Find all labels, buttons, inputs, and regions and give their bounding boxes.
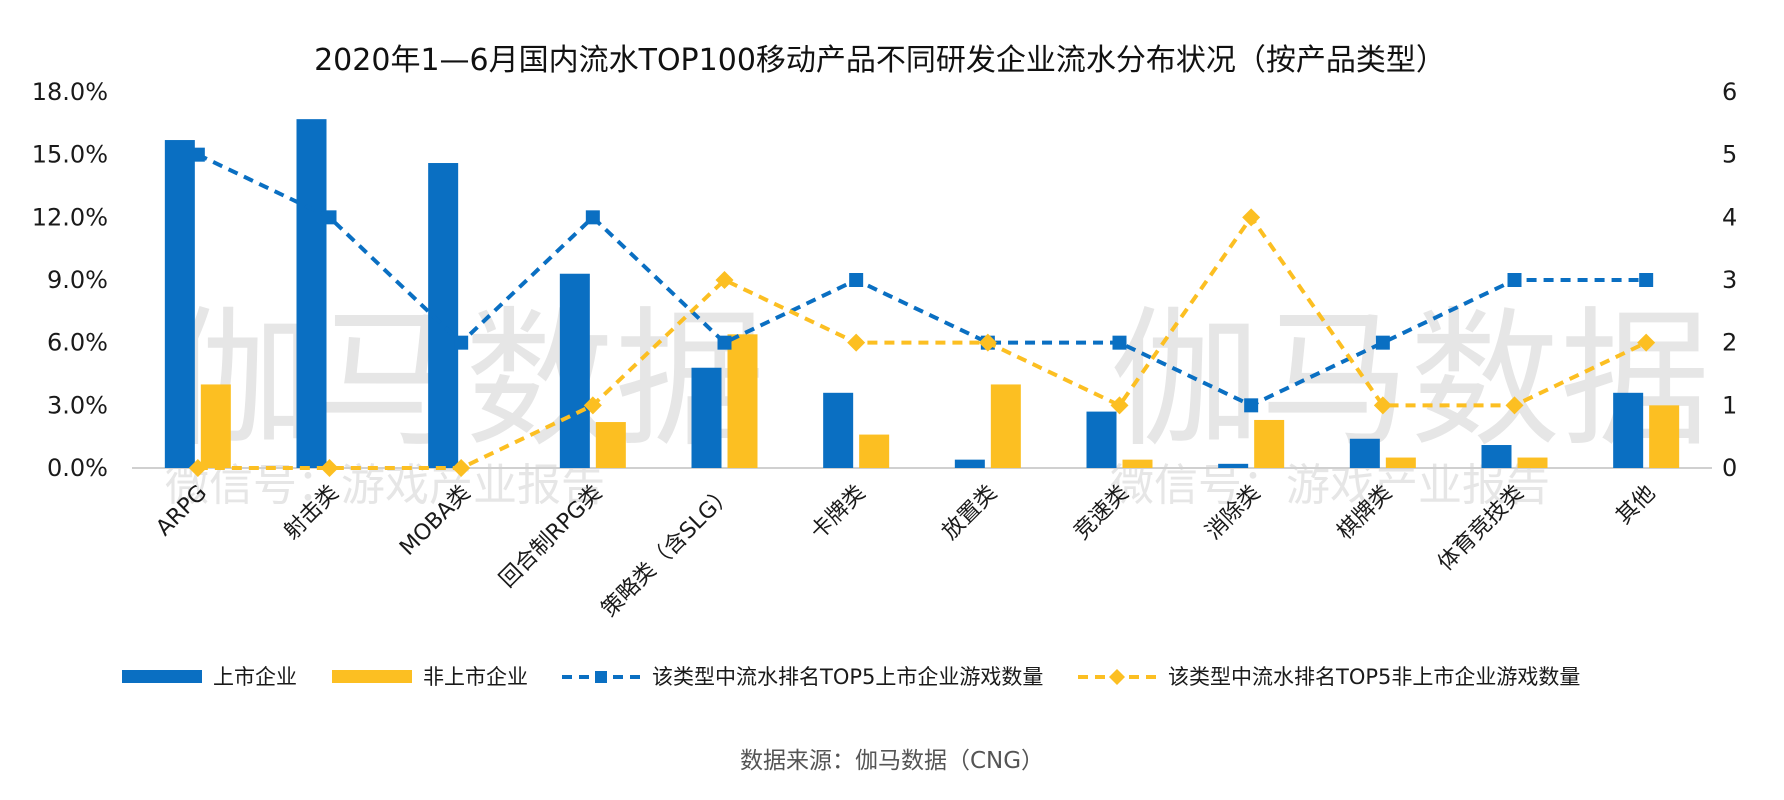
marker-unlisted-top5 <box>1373 396 1392 415</box>
marker-listed-top5 <box>717 335 732 350</box>
marker-unlisted-top5 <box>452 459 471 477</box>
marker-unlisted-top5 <box>583 396 602 415</box>
bar-listed <box>1218 463 1249 468</box>
legend-label-listed-top5: 该类型中流水排名TOP5上市企业游戏数量 <box>652 665 1043 689</box>
bar-listed <box>428 163 459 468</box>
y-right-tick-label: 1 <box>1722 391 1737 419</box>
bar-unlisted <box>859 434 890 468</box>
y-right-tick-label: 4 <box>1722 203 1737 231</box>
marker-unlisted-top5 <box>188 459 207 477</box>
y-left-tick-label: 6.0% <box>47 329 108 357</box>
marker-listed-top5 <box>1507 273 1522 287</box>
bar-listed <box>559 273 590 468</box>
bar-listed <box>296 119 327 469</box>
y-left-tick-label: 15.0% <box>32 141 108 169</box>
bar-listed <box>1613 392 1644 468</box>
marker-unlisted-top5 <box>715 271 734 289</box>
marker-unlisted-top5 <box>320 459 339 477</box>
bar-listed <box>954 459 985 468</box>
bar-unlisted <box>727 334 758 468</box>
y-right-tick-label: 2 <box>1722 329 1737 357</box>
bar-listed <box>1481 445 1512 468</box>
marker-listed-top5 <box>454 335 469 350</box>
bar-listed <box>691 367 722 468</box>
bar-listed <box>1086 411 1117 468</box>
y-right-tick-label: 5 <box>1722 141 1737 169</box>
legend-swatch-unlisted <box>332 670 412 683</box>
source-note: 数据来源：伽马数据（CNG） <box>740 748 1044 774</box>
lines <box>188 147 1656 477</box>
line-listed-top5 <box>196 152 1647 408</box>
marker-unlisted-top5 <box>847 333 866 352</box>
chart-title: 2020年1—6月国内流水TOP100移动产品不同研发企业流水分布状况（按产品类… <box>314 43 1446 78</box>
y-right-tick-label: 6 <box>1722 78 1737 106</box>
y-right-tick-label: 3 <box>1722 266 1737 294</box>
marker-listed-top5 <box>585 210 600 225</box>
x-tick-label: 策略类（含SLG） <box>597 481 739 623</box>
line-unlisted-top5 <box>197 213 1648 470</box>
watermark: 伽马数据 伽马数据 微信号：游戏产业报告 微信号：游戏产业报告 <box>165 294 1710 511</box>
legend-label-listed: 上市企业 <box>213 665 297 689</box>
marker-unlisted-top5 <box>1242 208 1261 227</box>
legend-label-unlisted: 非上市企业 <box>423 665 528 689</box>
watermark-main-left: 伽马数据 <box>165 294 765 468</box>
marker-unlisted-top5 <box>1110 396 1129 415</box>
marker-listed-top5 <box>1112 335 1127 350</box>
bar-unlisted <box>990 384 1021 468</box>
marker-listed-top5 <box>1375 335 1390 350</box>
legend-marker-square <box>595 671 607 683</box>
legend-marker-diamond <box>1109 669 1125 685</box>
x-tick-label: 放置类 <box>938 481 1002 545</box>
y-left-tick-label: 12.0% <box>32 203 108 231</box>
marker-listed-top5 <box>1639 273 1654 287</box>
bar-unlisted <box>200 384 231 468</box>
marker-unlisted-top5 <box>978 333 997 352</box>
marker-unlisted-top5 <box>1505 396 1524 415</box>
bar-listed <box>1349 438 1380 468</box>
bar-unlisted <box>1517 457 1548 468</box>
y-left-tick-label: 9.0% <box>47 266 108 294</box>
bar-unlisted <box>1122 459 1153 468</box>
bar-unlisted <box>1385 457 1416 468</box>
marker-unlisted-top5 <box>1637 333 1656 352</box>
marker-listed-top5 <box>1244 398 1259 413</box>
bar-unlisted <box>1254 419 1285 468</box>
y-axis-left: 0.0% 3.0% 6.0% 9.0% 12.0% 15.0% 18.0% <box>32 78 108 482</box>
bar-listed <box>164 140 195 469</box>
bars <box>164 119 1680 469</box>
legend: 上市企业 非上市企业 该类型中流水排名TOP5上市企业游戏数量 该类型中流水排名… <box>122 665 1580 689</box>
y-left-tick-label: 3.0% <box>47 391 108 419</box>
x-tick-label: 其他 <box>1612 481 1661 530</box>
y-left-tick-label: 18.0% <box>32 78 108 106</box>
x-tick-label: 竞速类 <box>1069 481 1133 545</box>
y-axis-right: 0 1 2 3 4 5 6 <box>1722 78 1737 482</box>
legend-swatch-listed <box>122 670 202 683</box>
marker-listed-top5 <box>322 210 337 225</box>
bar-unlisted <box>1649 405 1680 468</box>
y-right-tick-label: 0 <box>1722 454 1737 482</box>
bar-listed <box>823 392 854 468</box>
marker-listed-top5 <box>190 147 205 162</box>
bar-unlisted <box>595 422 626 468</box>
y-left-tick-label: 0.0% <box>47 454 108 482</box>
legend-label-unlisted-top5: 该类型中流水排名TOP5非上市企业游戏数量 <box>1168 665 1580 689</box>
x-tick-label: 卡牌类 <box>806 481 870 545</box>
watermark-main-right: 伽马数据 <box>1110 294 1710 468</box>
marker-listed-top5 <box>849 273 864 287</box>
